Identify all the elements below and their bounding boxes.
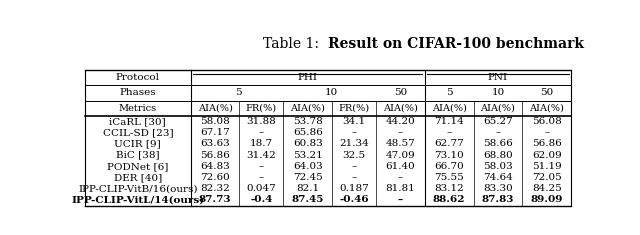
Text: 87.73: 87.73 <box>199 196 231 204</box>
Text: 58.66: 58.66 <box>483 139 513 149</box>
Text: 84.25: 84.25 <box>532 184 561 193</box>
Text: 71.14: 71.14 <box>435 117 464 126</box>
Text: IPP-CLIP-VitB/16(ours): IPP-CLIP-VitB/16(ours) <box>78 184 198 193</box>
Text: AIA(%): AIA(%) <box>432 104 467 113</box>
Text: 56.08: 56.08 <box>532 117 561 126</box>
Text: 89.09: 89.09 <box>531 196 563 204</box>
Text: UCIR [9]: UCIR [9] <box>115 139 161 149</box>
Text: 64.83: 64.83 <box>200 162 230 171</box>
Text: AIA(%): AIA(%) <box>291 104 325 113</box>
Text: 72.60: 72.60 <box>200 173 230 182</box>
Text: 5: 5 <box>235 88 241 97</box>
Text: -0.4: -0.4 <box>250 196 273 204</box>
Text: 68.80: 68.80 <box>483 151 513 160</box>
Text: 72.05: 72.05 <box>532 173 561 182</box>
Text: 67.17: 67.17 <box>200 128 230 137</box>
Text: 83.12: 83.12 <box>435 184 464 193</box>
Text: 62.77: 62.77 <box>435 139 464 149</box>
Text: 53.78: 53.78 <box>293 117 323 126</box>
Text: CCIL-SD [23]: CCIL-SD [23] <box>102 128 173 137</box>
Text: –: – <box>351 128 356 137</box>
Text: 0.187: 0.187 <box>339 184 369 193</box>
Text: 58.08: 58.08 <box>200 117 230 126</box>
Text: AIA(%): AIA(%) <box>529 104 564 113</box>
Text: FR(%): FR(%) <box>339 104 370 113</box>
Text: AIA(%): AIA(%) <box>198 104 232 113</box>
Text: 87.45: 87.45 <box>292 196 324 204</box>
Text: 66.70: 66.70 <box>435 162 464 171</box>
Text: –: – <box>398 196 403 204</box>
Text: Table 1:: Table 1: <box>263 38 328 51</box>
Text: 5: 5 <box>446 88 452 97</box>
Text: –: – <box>259 128 264 137</box>
Text: 47.09: 47.09 <box>386 151 415 160</box>
Text: Protocol: Protocol <box>116 73 160 82</box>
Text: –: – <box>351 162 356 171</box>
Text: 31.88: 31.88 <box>246 117 276 126</box>
Text: AIA(%): AIA(%) <box>481 104 515 113</box>
Text: 62.09: 62.09 <box>532 151 561 160</box>
Text: 61.40: 61.40 <box>386 162 415 171</box>
Text: 83.30: 83.30 <box>483 184 513 193</box>
Text: IPP-CLIP-VitL/14(ours): IPP-CLIP-VitL/14(ours) <box>71 196 204 204</box>
Text: FR(%): FR(%) <box>246 104 277 113</box>
Text: 10: 10 <box>492 88 504 97</box>
Text: 58.03: 58.03 <box>483 162 513 171</box>
Text: iCaRL [30]: iCaRL [30] <box>109 117 166 126</box>
Text: –: – <box>259 173 264 182</box>
Text: 56.86: 56.86 <box>200 151 230 160</box>
Text: Phases: Phases <box>120 88 156 97</box>
Text: 31.42: 31.42 <box>246 151 276 160</box>
Text: 50: 50 <box>540 88 554 97</box>
Text: BiC [38]: BiC [38] <box>116 151 159 160</box>
Text: 88.62: 88.62 <box>433 196 465 204</box>
Text: 51.19: 51.19 <box>532 162 561 171</box>
Text: 63.63: 63.63 <box>200 139 230 149</box>
Text: 32.5: 32.5 <box>342 151 365 160</box>
Text: 72.45: 72.45 <box>293 173 323 182</box>
Text: –: – <box>398 128 403 137</box>
Text: 82.32: 82.32 <box>200 184 230 193</box>
Text: 73.10: 73.10 <box>435 151 464 160</box>
Text: –: – <box>495 128 500 137</box>
Text: Result on CIFAR-100 benchmark: Result on CIFAR-100 benchmark <box>328 38 584 51</box>
Text: 10: 10 <box>324 88 337 97</box>
Text: 74.64: 74.64 <box>483 173 513 182</box>
Text: –: – <box>447 128 452 137</box>
Text: 65.27: 65.27 <box>483 117 513 126</box>
Text: 87.83: 87.83 <box>482 196 514 204</box>
Text: AIA(%): AIA(%) <box>383 104 418 113</box>
Text: 34.1: 34.1 <box>342 117 365 126</box>
Text: 65.86: 65.86 <box>293 128 323 137</box>
Text: –: – <box>544 128 549 137</box>
Text: 48.57: 48.57 <box>386 139 415 149</box>
Text: 82.1: 82.1 <box>296 184 319 193</box>
Text: –: – <box>259 162 264 171</box>
Text: 81.81: 81.81 <box>386 184 415 193</box>
Text: 44.20: 44.20 <box>386 117 415 126</box>
Text: –: – <box>351 173 356 182</box>
Text: DER [40]: DER [40] <box>114 173 162 182</box>
Text: PNI: PNI <box>488 73 508 82</box>
Text: 64.03: 64.03 <box>293 162 323 171</box>
Text: 18.7: 18.7 <box>250 139 273 149</box>
Text: PODNet [6]: PODNet [6] <box>107 162 168 171</box>
Text: 53.21: 53.21 <box>293 151 323 160</box>
Text: 56.86: 56.86 <box>532 139 561 149</box>
Text: 0.047: 0.047 <box>246 184 276 193</box>
Text: PHI: PHI <box>298 73 318 82</box>
Text: -0.46: -0.46 <box>339 196 369 204</box>
Text: 21.34: 21.34 <box>339 139 369 149</box>
Text: 75.55: 75.55 <box>435 173 464 182</box>
Text: –: – <box>398 173 403 182</box>
Text: 60.83: 60.83 <box>293 139 323 149</box>
Text: 50: 50 <box>394 88 407 97</box>
Text: Metrics: Metrics <box>119 104 157 113</box>
